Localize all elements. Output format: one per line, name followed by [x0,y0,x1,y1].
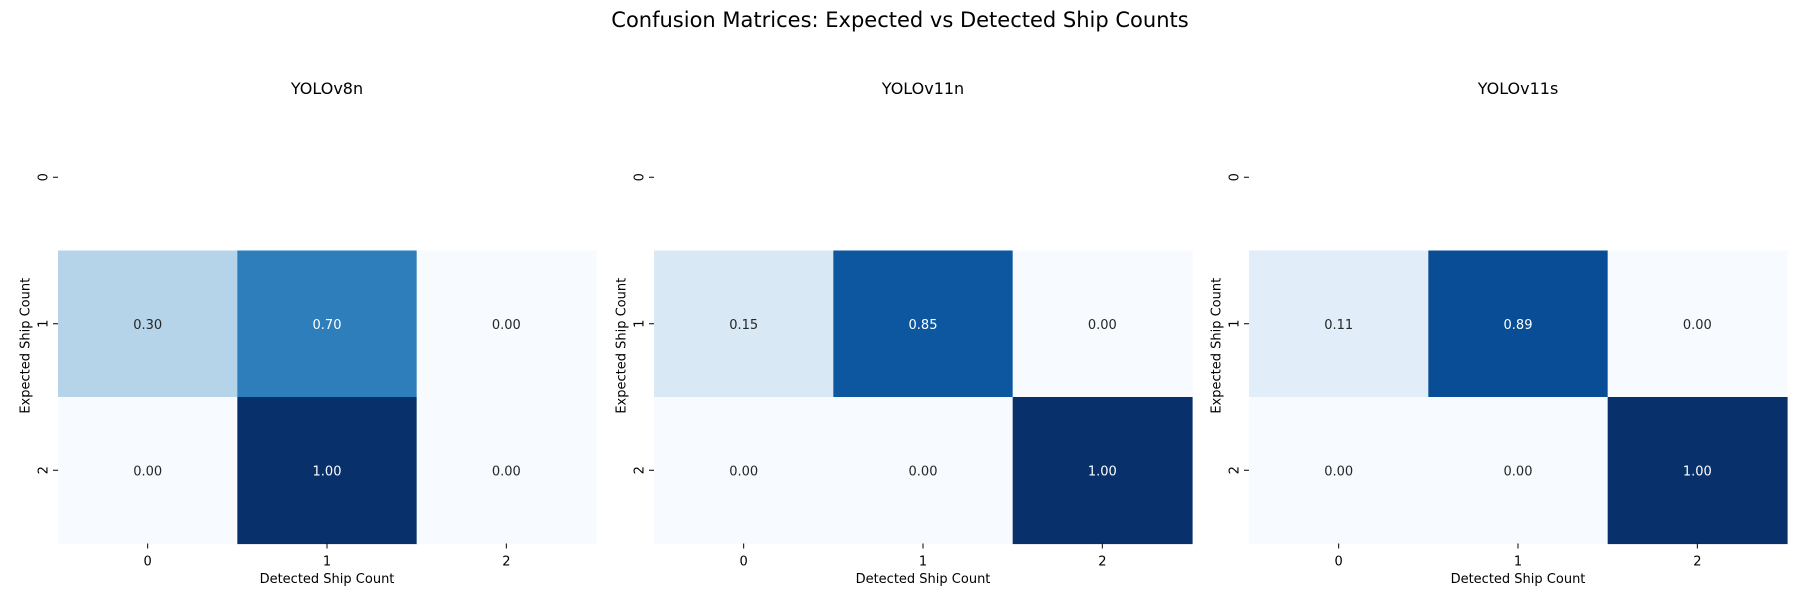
cell-value-label: 1.00 [1683,464,1712,479]
y-tick-label: 2 [1228,466,1243,474]
x-tick-label: 0 [144,555,152,570]
panel-title: YOLOv11s [1477,79,1559,98]
x-tick-label: 2 [502,555,510,570]
y-tick-label: 0 [37,173,52,181]
cell-value-label: 0.30 [133,318,162,333]
cell-value-label: 0.15 [729,318,758,333]
x-tick-label: 2 [1693,555,1701,570]
y-axis-label: Expected Ship Count [615,278,630,414]
cell-value-label: 0.00 [1088,318,1117,333]
heatmap-cell [1428,397,1609,545]
heatmap-panel-1: YOLOv11n 0.15 0.85 0.00 0.00 0.00 1.00 0 1 2 0 1 2 De… [615,79,1193,587]
cell-value-label: 1.00 [1088,464,1117,479]
heatmap-cell [416,250,597,398]
panel-title: YOLOv8n [290,79,363,98]
heatmap-cell [1428,250,1609,398]
heatmap-cell [1012,250,1193,398]
y-tick-label: 0 [1228,173,1243,181]
cell-value-label: 0.85 [909,318,938,333]
x-tick-label: 0 [1335,555,1343,570]
heatmap-cell [1012,397,1193,545]
x-tick-label: 2 [1098,555,1106,570]
figure-title: Confusion Matrices: Expected vs Detected… [611,8,1188,32]
cell-value-label: 0.00 [492,318,521,333]
heatmap-cell [237,397,418,545]
heatmap-panel-2: YOLOv11s 0.11 0.89 0.00 0.00 0.00 1.00 0 1 2 0 1 2 De… [1210,79,1788,587]
heatmap-cell [654,250,834,398]
panel-title: YOLOv11n [881,79,964,98]
cell-value-label: 0.00 [729,464,758,479]
heatmap-cell [1607,250,1788,398]
cell-value-label: 0.89 [1504,318,1533,333]
x-axis-label: Detected Ship Count [1451,572,1586,587]
heatmap-panel-0: YOLOv8n 0.30 0.70 0.00 0.00 1.00 0.00 0 1 2 0 1 2 Det… [19,79,597,587]
panels: YOLOv8n 0.30 0.70 0.00 0.00 1.00 0.00 0 1 2 0 1 2 Det… [19,79,1788,587]
heatmap-cell [833,250,1014,398]
x-tick-label: 1 [919,555,927,570]
y-tick-label: 2 [37,466,52,474]
cell-value-label: 0.00 [492,464,521,479]
x-axis-label: Detected Ship Count [856,572,991,587]
heatmap-cell [833,397,1014,545]
y-tick-label: 2 [633,466,648,474]
cell-value-label: 0.00 [1324,464,1353,479]
heatmap-cell [654,397,834,545]
cell-value-label: 0.00 [133,464,162,479]
heatmap-cell [416,397,597,545]
x-tick-label: 1 [323,555,331,570]
heatmap-cell [1249,250,1429,398]
y-tick-label: 0 [633,173,648,181]
heatmap-cell [237,250,418,398]
heatmap-cell [58,250,238,398]
cell-value-label: 0.70 [313,318,342,333]
y-tick-label: 1 [633,320,648,328]
cell-value-label: 0.00 [1504,464,1533,479]
heatmap-cell [1607,397,1788,545]
x-axis-label: Detected Ship Count [260,572,395,587]
heatmap-cell [58,397,238,545]
y-axis-label: Expected Ship Count [1210,278,1225,414]
x-tick-label: 1 [1514,555,1522,570]
y-tick-label: 1 [1228,320,1243,328]
heatmap-cell [1249,397,1429,545]
cell-value-label: 0.00 [909,464,938,479]
y-axis-label: Expected Ship Count [19,278,34,414]
cell-value-label: 0.11 [1324,318,1353,333]
y-tick-label: 1 [37,320,52,328]
cell-value-label: 1.00 [313,464,342,479]
x-tick-label: 0 [740,555,748,570]
cell-value-label: 0.00 [1683,318,1712,333]
